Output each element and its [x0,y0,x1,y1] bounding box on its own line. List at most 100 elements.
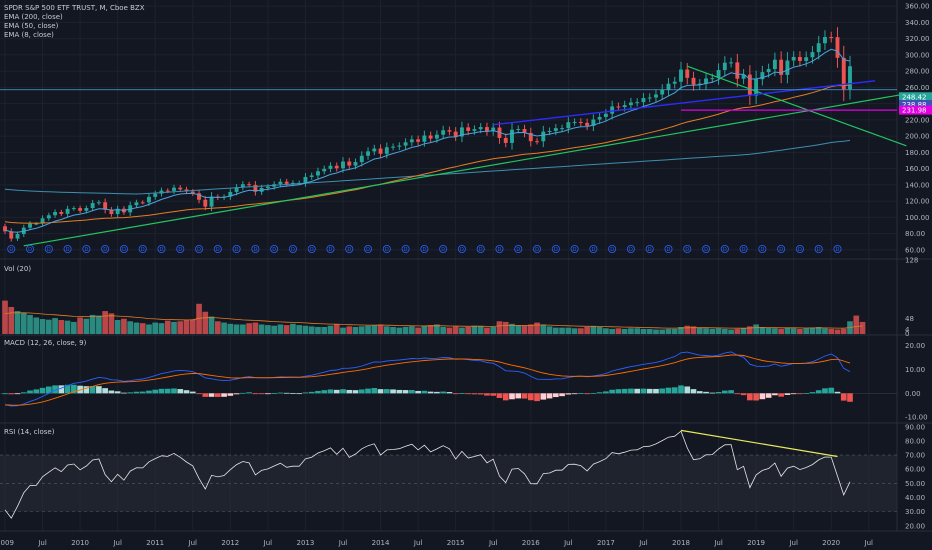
volume-bar[interactable] [546,326,553,334]
volume-bar[interactable] [721,328,728,334]
price-tag[interactable]: 248.42 [899,92,932,102]
volume-bar[interactable] [208,316,215,334]
candle-body[interactable] [779,59,784,75]
candle-body[interactable] [203,199,208,207]
ema200-legend[interactable]: EMA (200, close) [4,13,63,21]
volume-bar[interactable] [33,317,40,334]
volume-bar[interactable] [509,323,515,334]
dividend-marker[interactable] [457,244,466,253]
candle-body[interactable] [722,62,727,71]
candle-body[interactable] [416,139,421,142]
dividend-marker[interactable] [364,244,373,253]
dividend-marker[interactable] [157,244,166,253]
time-axis[interactable]: 2009 Jul 2010 Jul 2011 Jul 2012 Jul 2013 Jul 2014 J… [0,539,873,547]
candle-body[interactable] [466,127,471,131]
volume-bar[interactable] [327,325,334,334]
volume-bar[interactable] [684,325,691,334]
dividend-marker[interactable] [645,244,654,253]
volume-bar[interactable] [121,318,127,334]
volume-bar[interactable] [227,323,234,334]
volume-bar[interactable] [146,324,152,334]
volume-bar[interactable] [459,327,465,334]
dividend-marker[interactable] [664,244,673,253]
macd-pane[interactable] [0,351,897,407]
candle-body[interactable] [59,212,64,214]
volume-bar[interactable] [315,327,321,334]
dividend-marker[interactable] [138,244,147,253]
volume-bar[interactable] [214,321,221,334]
volume-bar[interactable] [58,320,65,334]
volume-bar[interactable] [465,327,472,334]
dividend-marker[interactable] [288,244,297,253]
candle-body[interactable] [628,102,633,106]
candle-body[interactable] [453,131,458,137]
dividend-marker[interactable] [176,244,185,253]
candle-body[interactable] [560,128,565,130]
candle-body[interactable] [334,165,339,169]
dividend-marker[interactable] [570,244,579,253]
candle-body[interactable] [34,223,39,225]
candle-body[interactable] [434,134,439,139]
volume-bar[interactable] [728,329,734,334]
candle-body[interactable] [278,181,283,185]
ema8-legend[interactable]: EMA (8, close) [4,31,54,39]
candle-body[interactable] [78,208,83,211]
volume-bar[interactable] [383,326,390,334]
volume-bar[interactable] [302,325,309,334]
volume-bar[interactable] [715,328,722,334]
volume-bar[interactable] [177,321,184,334]
dividend-marker[interactable] [533,244,542,253]
volume-bar[interactable] [283,325,290,334]
volume-bar[interactable] [815,327,822,334]
candle-body[interactable] [159,190,164,194]
volume-bar[interactable] [615,328,622,334]
volume-bar[interactable] [446,327,453,334]
volume-bar[interactable] [797,328,803,334]
volume-bar[interactable] [853,315,860,334]
candle-body[interactable] [741,74,746,79]
candle-body[interactable] [522,129,527,133]
candle-body[interactable] [447,130,452,132]
volume-bar[interactable] [834,329,841,334]
dividend-marker[interactable] [326,244,335,253]
candle-body[interactable] [316,171,320,176]
volume-bar[interactable] [158,323,165,334]
volume-bar[interactable] [809,327,816,334]
volume-bar[interactable] [390,327,396,334]
candle-body[interactable] [735,62,740,79]
candle-body[interactable] [610,106,615,114]
volume-bar[interactable] [221,322,227,334]
candle-body[interactable] [9,231,14,239]
candle-body[interactable] [253,184,258,192]
volume-bar[interactable] [484,327,490,334]
candle-body[interactable] [772,59,777,70]
volume-bar[interactable] [8,306,15,334]
volume-bar[interactable] [784,327,791,334]
candle-body[interactable] [804,57,809,61]
dividend-marker[interactable] [683,244,692,253]
candle-body[interactable] [660,89,665,95]
volume-bar[interactable] [496,321,503,334]
candle-body[interactable] [372,148,377,152]
candle-body[interactable] [810,52,815,58]
volume-bar[interactable] [759,327,766,334]
volume-bar[interactable] [20,313,27,334]
dividend-marker[interactable] [439,244,448,253]
dividend-marker[interactable] [44,244,53,253]
candle-body[interactable] [115,208,120,215]
volume-bar[interactable] [296,325,303,334]
volume-bar[interactable] [308,326,315,334]
candle-body[interactable] [672,81,677,84]
volume-bar[interactable] [527,324,534,334]
candle-body[interactable] [566,122,571,129]
volume-bar[interactable] [609,328,615,334]
candle-body[interactable] [503,137,508,143]
candle-body[interactable] [140,202,145,204]
volume-bar[interactable] [77,317,83,334]
candle-body[interactable] [848,66,852,90]
volume-bar[interactable] [427,325,434,334]
rsi-pane[interactable] [0,429,897,519]
volume-bar[interactable] [114,320,121,334]
candle-body[interactable] [341,161,345,169]
